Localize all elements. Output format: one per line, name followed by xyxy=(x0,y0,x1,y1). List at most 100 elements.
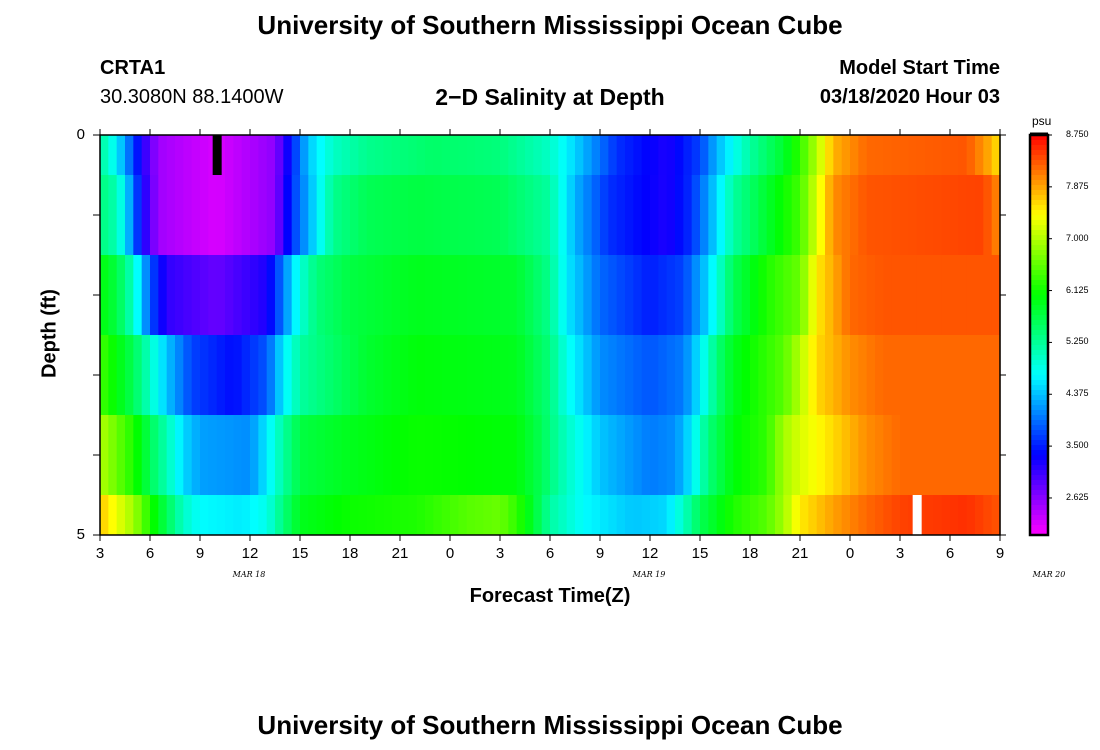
heatmap-cell xyxy=(383,415,393,496)
colorbar-tick-label: 7.000 xyxy=(1066,232,1089,243)
heatmap-cell xyxy=(408,135,418,176)
heatmap-cell xyxy=(683,135,693,176)
heatmap-cell xyxy=(908,135,918,176)
colorbar-swatch xyxy=(1030,315,1048,321)
heatmap-cell xyxy=(383,335,393,416)
heatmap-cell xyxy=(641,335,651,416)
colorbar-swatch xyxy=(1030,345,1048,351)
colorbar-swatch xyxy=(1030,240,1048,246)
heatmap-cell xyxy=(366,255,376,336)
heatmap-cell xyxy=(741,495,751,536)
heatmap-cell xyxy=(325,255,334,336)
colorbar-swatch xyxy=(1030,335,1048,341)
heatmap-cell xyxy=(141,335,151,416)
x-tick-label: 9 xyxy=(195,545,205,562)
heatmap-cell xyxy=(225,335,234,416)
x-tick-label: 6 xyxy=(545,545,555,562)
heatmap-cell xyxy=(366,335,376,416)
heatmap-cell xyxy=(800,135,809,176)
x-tick-label: 12 xyxy=(241,545,259,562)
heatmap-cell xyxy=(666,415,676,496)
heatmap-cell xyxy=(716,335,726,416)
heatmap-cell xyxy=(941,495,951,536)
heatmap-cell xyxy=(925,335,934,416)
heatmap-cell xyxy=(700,175,709,256)
heatmap-cell xyxy=(991,335,1001,416)
heatmap-cell xyxy=(600,135,609,176)
heatmap-cell xyxy=(825,495,834,536)
heatmap-cell xyxy=(966,495,976,536)
heatmap-cell xyxy=(908,255,918,336)
heatmap-cell xyxy=(500,135,509,176)
heatmap-cell xyxy=(775,135,784,176)
heatmap-cell xyxy=(225,495,234,536)
colorbar-swatch xyxy=(1030,250,1048,256)
heatmap-cell xyxy=(758,255,768,336)
heatmap-cell xyxy=(633,495,643,536)
heatmap-cell xyxy=(316,335,326,416)
colorbar-swatch xyxy=(1030,190,1048,196)
heatmap-cell xyxy=(208,335,218,416)
heatmap-cell xyxy=(633,175,643,256)
heatmap-cell xyxy=(550,175,559,256)
colorbar-swatch xyxy=(1030,465,1048,471)
heatmap-cell xyxy=(491,415,501,496)
heatmap-cell xyxy=(183,495,193,536)
heatmap-cell xyxy=(833,135,843,176)
heatmap-cell xyxy=(208,415,218,496)
colorbar-swatch xyxy=(1030,225,1048,231)
heatmap-cell xyxy=(541,495,551,536)
heatmap-cell xyxy=(366,135,376,176)
colorbar-swatch xyxy=(1030,530,1048,536)
heatmap-cell xyxy=(366,415,376,496)
heatmap-cell xyxy=(441,175,451,256)
heatmap-cell xyxy=(950,135,959,176)
heatmap-cell xyxy=(916,415,926,496)
heatmap-cell xyxy=(941,135,951,176)
heatmap-cell xyxy=(783,175,793,256)
heatmap-cell xyxy=(841,175,851,256)
heatmap-cell xyxy=(533,335,543,416)
heatmap-cell xyxy=(625,495,634,536)
heatmap-cell xyxy=(583,135,593,176)
day-label: MAR 20 xyxy=(1032,570,1066,579)
heatmap-cell xyxy=(250,175,259,256)
heatmap-cell xyxy=(766,135,776,176)
heatmap-cell xyxy=(425,415,434,496)
heatmap-cell xyxy=(300,175,309,256)
heatmap-cell xyxy=(808,335,818,416)
heatmap-cell xyxy=(258,415,268,496)
heatmap-cell xyxy=(608,335,618,416)
heatmap-cell xyxy=(366,495,376,536)
heatmap-cell xyxy=(433,495,443,536)
heatmap-cell xyxy=(283,135,293,176)
heatmap-cell xyxy=(266,135,276,176)
heatmap-cell xyxy=(741,175,751,256)
heatmap-cell xyxy=(791,175,801,256)
heatmap-cell xyxy=(758,135,768,176)
heatmap-cell xyxy=(650,495,659,536)
colorbar-swatch xyxy=(1030,410,1048,416)
colorbar-swatch xyxy=(1030,440,1048,446)
colorbar-tick-label: 6.125 xyxy=(1066,284,1089,295)
heatmap-cell xyxy=(350,335,359,416)
heatmap-cells xyxy=(100,135,1001,536)
heatmap-cell xyxy=(858,415,868,496)
heatmap-cell xyxy=(191,175,201,256)
heatmap-cell xyxy=(958,175,968,256)
heatmap-cell xyxy=(616,135,626,176)
y-tick-label: 5 xyxy=(76,526,85,543)
heatmap-cell xyxy=(400,255,409,336)
heatmap-cell xyxy=(458,255,468,336)
heatmap-cell xyxy=(791,255,801,336)
heatmap-cell xyxy=(141,135,151,176)
heatmap-cell xyxy=(458,415,468,496)
heatmap-cell xyxy=(875,495,884,536)
heatmap-cell xyxy=(591,135,601,176)
heatmap-cell xyxy=(641,495,651,536)
x-tick-label: 12 xyxy=(641,545,659,562)
heatmap-cell xyxy=(966,255,976,336)
x-tick-label: 3 xyxy=(895,545,905,562)
colorbar-swatch xyxy=(1030,290,1048,296)
colorbar-swatch xyxy=(1030,350,1048,356)
